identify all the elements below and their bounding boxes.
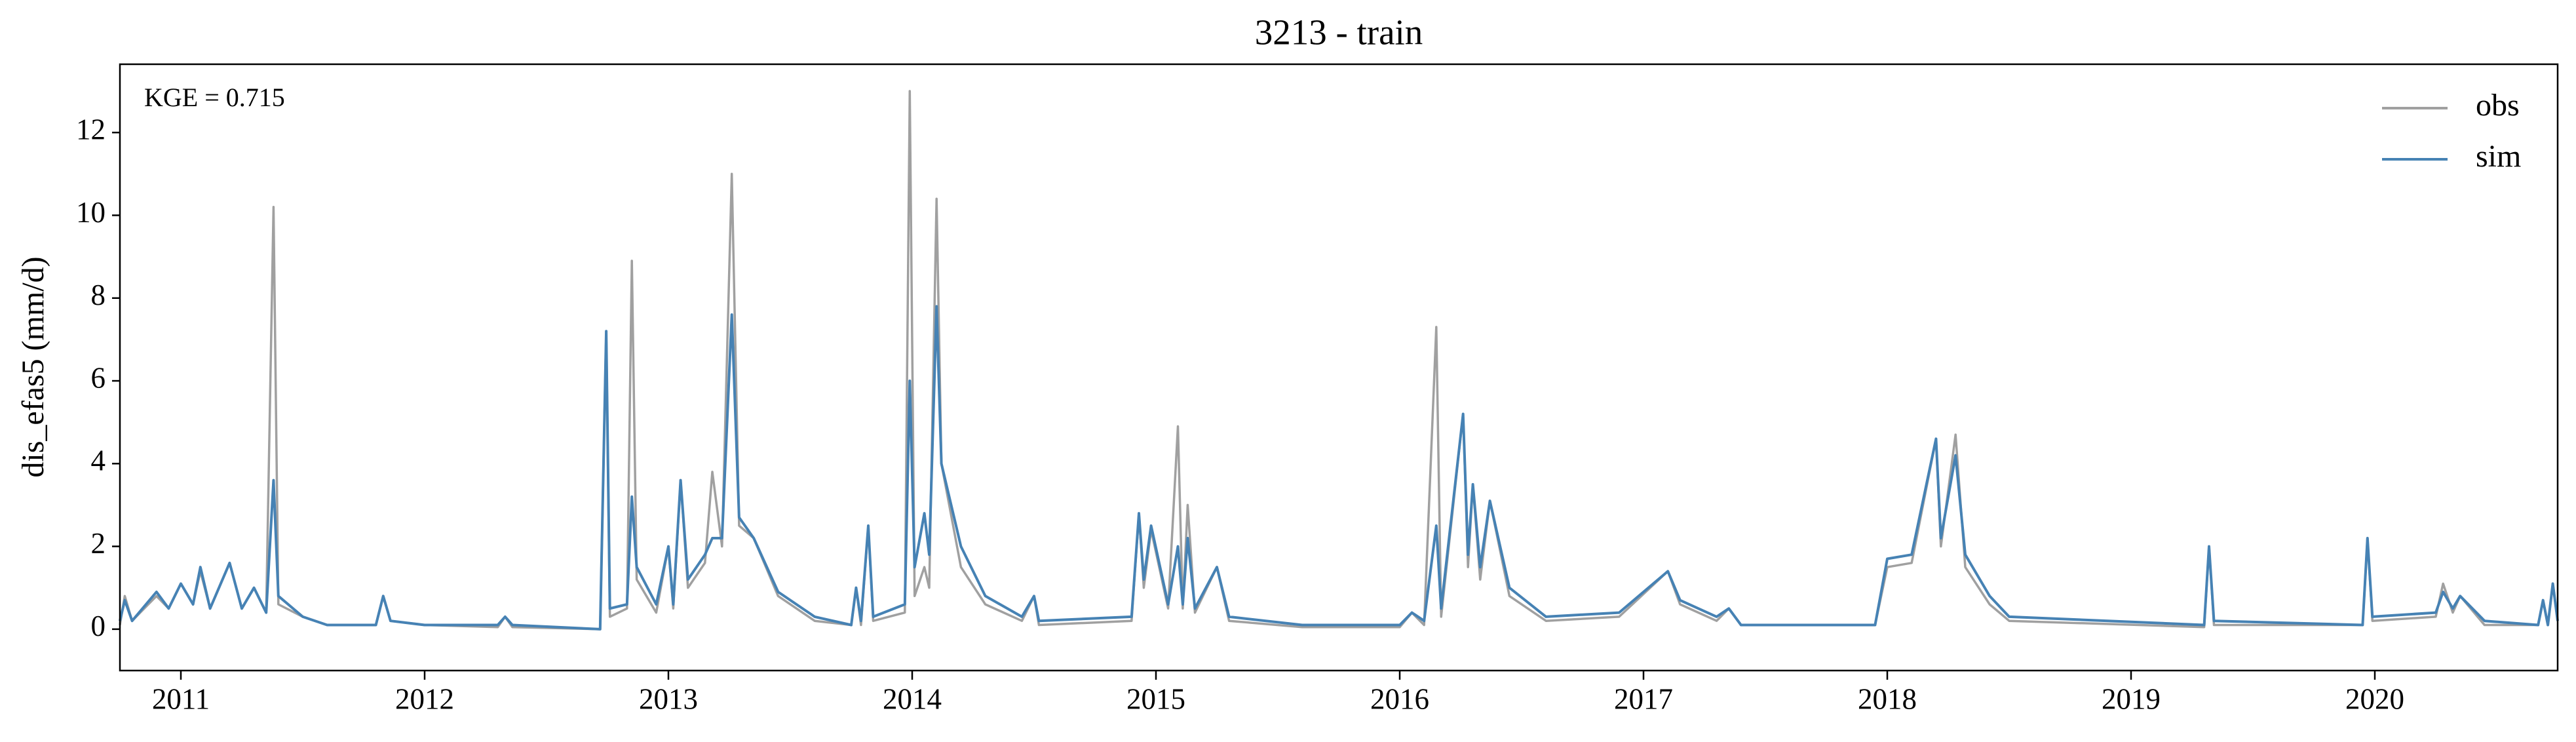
x-tick-label: 2015 bbox=[1126, 682, 1185, 715]
x-tick-label: 2013 bbox=[639, 682, 698, 715]
y-axis-label: dis_efas5 (mm/d) bbox=[16, 256, 50, 477]
chart-title: 3213 - train bbox=[1255, 12, 1423, 52]
x-tick-label: 2016 bbox=[1370, 682, 1429, 715]
legend-label: sim bbox=[2476, 139, 2521, 174]
annotation: KGE = 0.715 bbox=[144, 83, 285, 112]
y-tick-label: 10 bbox=[76, 196, 106, 229]
y-tick-label: 0 bbox=[91, 610, 106, 642]
x-tick-label: 2020 bbox=[2345, 682, 2404, 715]
x-tick-label: 2019 bbox=[2102, 682, 2161, 715]
plot-frame bbox=[119, 63, 2559, 672]
x-tick-label: 2018 bbox=[1858, 682, 1917, 715]
y-tick-label: 8 bbox=[91, 279, 106, 311]
y-tick-label: 4 bbox=[91, 444, 106, 477]
series-line bbox=[119, 305, 2559, 631]
series-line bbox=[119, 90, 2559, 631]
y-tick-label: 2 bbox=[91, 527, 106, 560]
y-tick-label: 12 bbox=[76, 113, 106, 146]
legend-label: obs bbox=[2476, 88, 2520, 123]
y-tick-label: 6 bbox=[91, 361, 106, 394]
x-tick-label: 2017 bbox=[1614, 682, 1673, 715]
x-tick-label: 2014 bbox=[883, 682, 942, 715]
x-tick-label: 2011 bbox=[152, 682, 210, 715]
x-tick-label: 2012 bbox=[395, 682, 454, 715]
